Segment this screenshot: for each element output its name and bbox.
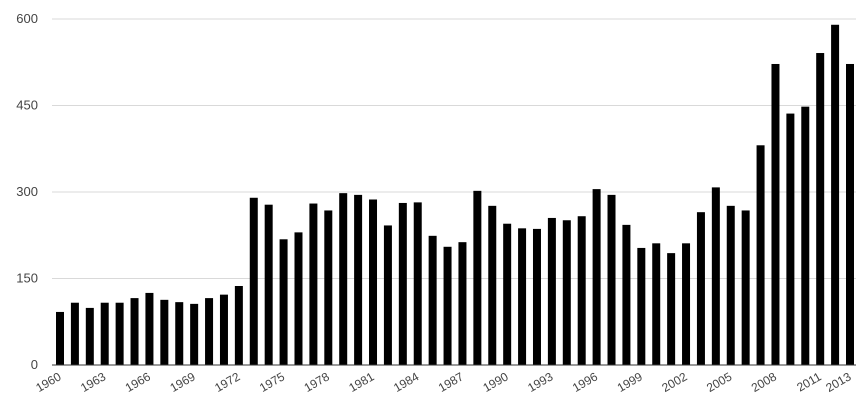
bar-1979 [339,193,348,365]
y-tick-label: 0 [31,357,38,372]
bar-2001 [667,253,676,365]
x-tick-label: 1960 [33,369,63,395]
bar-1963 [100,302,109,365]
bar-1989 [488,205,497,365]
bar-2003 [696,212,705,365]
bar-2002 [682,243,691,365]
x-tick-label: 1999 [615,369,645,395]
bar-1969 [190,303,199,365]
y-tick-label: 450 [16,98,38,113]
bar-1981 [369,199,378,365]
bar-2000 [652,243,661,365]
bar-1991 [518,228,527,365]
bar-2010 [801,106,810,366]
bar-1983 [398,202,407,365]
x-tick-label: 1996 [570,369,600,395]
bar-1972 [234,285,243,365]
bar-1974 [264,204,273,365]
bar-1994 [562,220,571,365]
bar-1978 [324,210,333,365]
bar-1987 [458,242,467,365]
x-tick-label: 1990 [481,369,511,395]
bar-1976 [294,232,303,365]
bar-1966 [145,292,154,365]
x-tick-label: 1975 [257,369,287,395]
x-tick-label: 1987 [436,369,466,395]
bars [56,24,854,366]
bar-1992 [532,228,541,365]
bar-1965 [130,298,139,365]
y-axis-tick-labels: 0 150 300 450 600 [16,11,38,372]
gridlines [52,18,856,279]
x-tick-label: 1993 [525,369,555,395]
bar-1999 [637,247,646,365]
bar-1995 [577,216,586,365]
bar-1961 [70,302,79,365]
bar-1988 [473,190,482,365]
bar-2011 [816,53,825,365]
x-axis-tick-labels: 1960 1963 1966 1969 1972 1975 1978 1981 1984 1987… [33,369,853,395]
x-tick-label: 1978 [302,369,332,395]
bar-1998 [622,224,631,365]
bar-1977 [309,203,318,365]
bar-1971 [219,294,228,365]
x-tick-label: 1969 [168,369,198,395]
x-tick-label: 1966 [123,369,153,395]
bar-1960 [56,311,64,365]
bar-1968 [175,302,184,365]
x-tick-label: 2002 [659,369,689,395]
bar-2013 [846,63,854,365]
bar-2012 [831,24,840,366]
x-tick-label: 1984 [391,369,421,395]
bar-1980 [354,194,363,365]
bar-1986 [443,246,452,365]
x-tick-label: 2008 [749,369,779,395]
bar-2009 [786,113,795,365]
bar-1967 [160,299,169,365]
y-tick-label: 300 [16,184,38,199]
bar-1964 [115,302,124,365]
x-tick-label: 2011 [794,369,824,394]
bar-2006 [741,210,750,365]
x-tick-label: 1972 [212,369,242,395]
bar-1990 [503,223,512,365]
bar-2008 [771,63,780,365]
bar-1962 [85,307,94,365]
x-tick-label: 1963 [78,369,108,395]
bar-2004 [711,187,720,365]
bar-1993 [547,217,556,365]
bar-1973 [249,197,258,365]
y-tick-label: 600 [16,11,38,26]
bar-1975 [279,239,288,365]
bar-1984 [413,202,422,365]
y-tick-label: 150 [16,271,38,286]
x-tick-label: 1981 [346,369,376,395]
x-tick-label: 2005 [704,369,734,395]
bar-1985 [428,235,437,365]
bar-1970 [205,298,214,365]
bar-1997 [607,194,616,365]
bar-1982 [383,225,392,365]
bar-2007 [756,145,765,365]
bar-2005 [726,205,735,365]
x-tick-label: 2013 [823,369,853,395]
bar-1996 [592,189,601,365]
